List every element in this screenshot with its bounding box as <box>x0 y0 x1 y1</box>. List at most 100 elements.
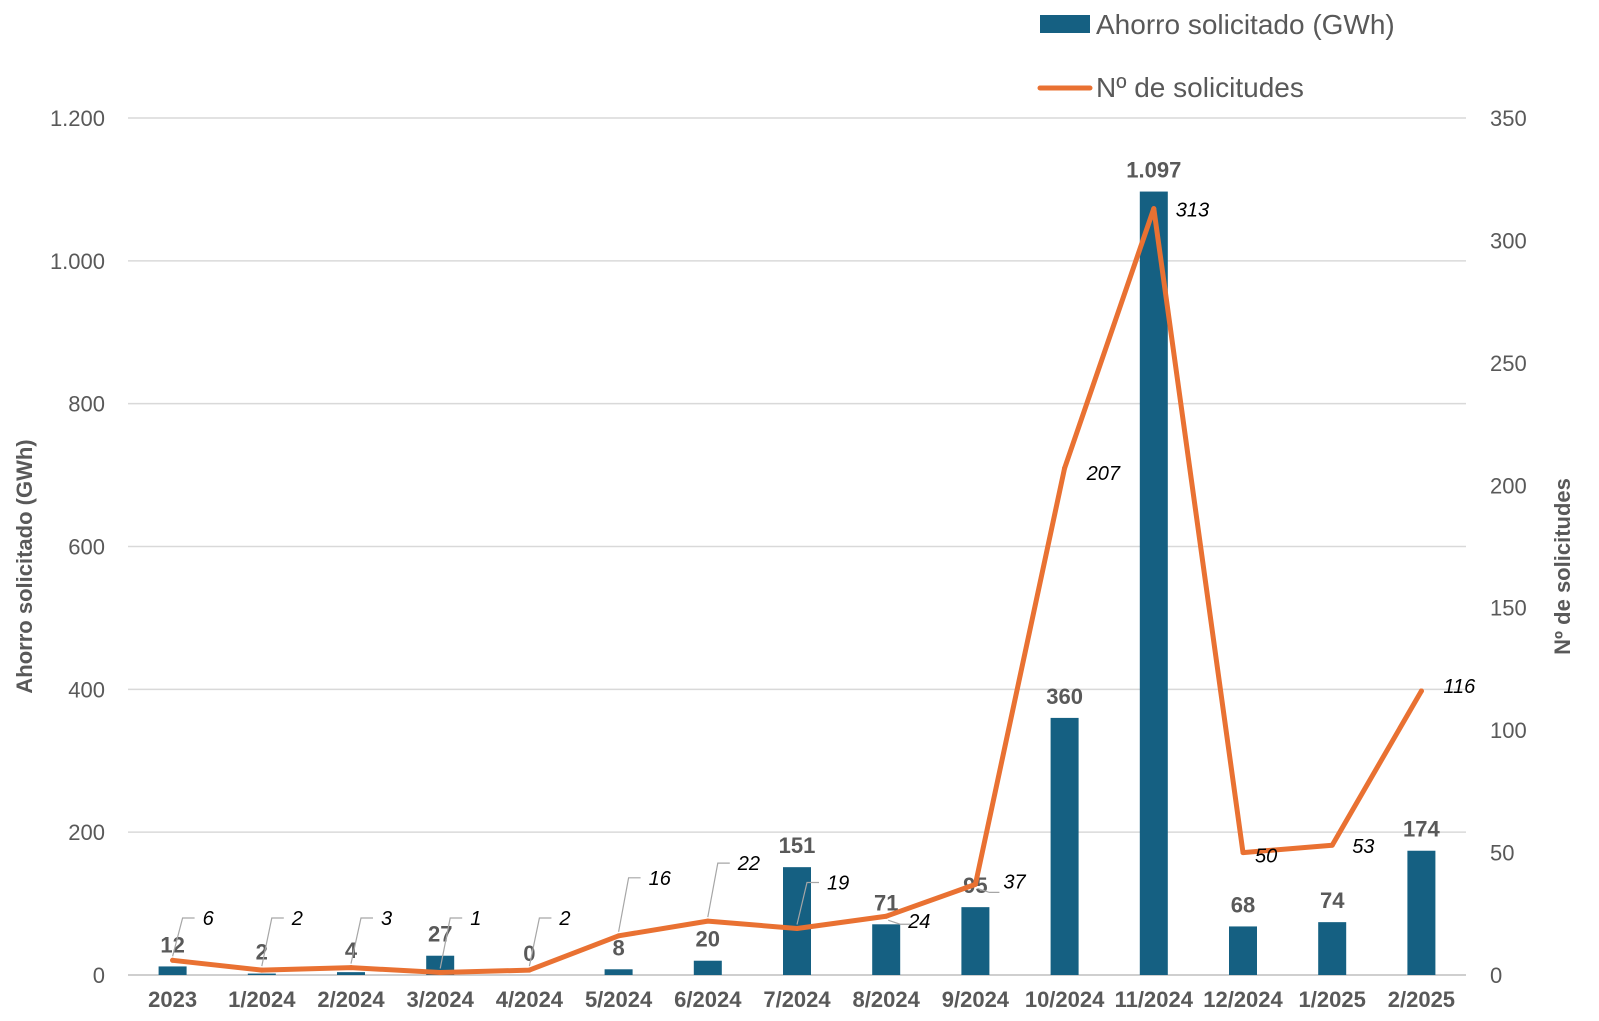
bar <box>247 973 276 975</box>
line-data-label: 53 <box>1352 836 1374 858</box>
bar <box>1050 717 1079 975</box>
leader-line <box>261 917 284 967</box>
bar <box>604 969 633 975</box>
line-point <box>437 970 443 976</box>
line-point <box>526 967 532 973</box>
bar <box>961 907 990 975</box>
y-right-tick-label: 350 <box>1490 106 1527 131</box>
bar <box>337 972 365 975</box>
y-left-tick-label: 0 <box>93 963 105 988</box>
line-data-label: 2 <box>558 908 570 930</box>
line-point <box>1240 850 1246 856</box>
bar-data-label: 360 <box>1046 684 1083 709</box>
line-data-label: 3 <box>381 908 392 930</box>
line-data-label: 2 <box>291 908 303 930</box>
bar <box>1139 191 1168 975</box>
bar-data-label: 0 <box>523 941 535 966</box>
bar <box>1407 850 1436 975</box>
bar <box>158 966 187 975</box>
y-right-tick-label: 300 <box>1490 228 1527 253</box>
line-data-label: 19 <box>827 872 849 894</box>
y-right-tick-label: 200 <box>1490 473 1527 498</box>
line-point <box>1062 465 1068 471</box>
y-left-tick-label: 400 <box>68 677 105 702</box>
x-category-label: 4/2024 <box>496 987 564 1012</box>
line-point <box>1418 688 1424 694</box>
bar-data-label: 8 <box>612 935 624 960</box>
x-category-label: 6/2024 <box>674 987 742 1012</box>
line-data-label: 6 <box>203 908 215 930</box>
line-data-label: 313 <box>1176 200 1209 222</box>
leader-line <box>796 881 819 925</box>
x-category-label: 5/2024 <box>585 987 653 1012</box>
y-right-tick-label: 150 <box>1490 596 1527 621</box>
legend-swatch-bar <box>1040 15 1090 33</box>
leader-line <box>707 862 730 918</box>
x-category-label: 2023 <box>148 987 197 1012</box>
leader-line <box>350 917 373 964</box>
y-left-tick-label: 200 <box>68 820 105 845</box>
line-data-label: 50 <box>1255 846 1277 868</box>
line-point <box>616 933 622 939</box>
y-right-axis-title: Nº de solicitudes <box>1550 478 1575 655</box>
y-right-tick-label: 100 <box>1490 718 1527 743</box>
line-data-label: 116 <box>1443 676 1476 698</box>
bar-data-label: 2 <box>256 940 268 965</box>
legend-label: Nº de solicitudes <box>1096 72 1304 103</box>
line-point <box>972 881 978 887</box>
x-category-label: 2/2024 <box>317 987 385 1012</box>
line-point <box>348 965 354 971</box>
leader-line <box>172 917 195 957</box>
line-point <box>1329 842 1335 848</box>
leader-line <box>977 887 1000 894</box>
leader-line <box>528 917 552 967</box>
leader-line <box>439 917 463 969</box>
bar <box>1229 926 1257 975</box>
x-category-label: 2/2025 <box>1388 987 1455 1012</box>
y-right-tick-label: 250 <box>1490 351 1527 376</box>
line-point <box>794 925 800 931</box>
line-data-label: 22 <box>737 853 760 875</box>
line-data-label: 16 <box>649 868 672 890</box>
y-left-axis-title: Ahorro solicitado (GWh) <box>12 439 37 693</box>
y-left-tick-label: 1.000 <box>50 249 105 274</box>
y-left-tick-label: 1.200 <box>50 106 105 131</box>
line-point <box>259 967 265 973</box>
x-category-label: 1/2025 <box>1299 987 1366 1012</box>
bar-data-label: 68 <box>1231 892 1255 917</box>
bar-data-label: 151 <box>779 833 816 858</box>
x-category-label: 11/2024 <box>1115 987 1194 1012</box>
x-category-label: 8/2024 <box>853 987 921 1012</box>
legend-label: Ahorro solicitado (GWh) <box>1096 9 1395 40</box>
leader-line <box>888 919 911 925</box>
line-point <box>170 957 176 963</box>
y-left-tick-label: 800 <box>68 392 105 417</box>
line-point <box>883 913 889 919</box>
x-category-label: 3/2024 <box>407 987 475 1012</box>
leader-line <box>618 877 641 932</box>
bar-data-label: 20 <box>696 927 720 952</box>
line-point <box>705 918 711 924</box>
bar <box>1318 922 1347 975</box>
y-left-tick-label: 600 <box>68 535 105 560</box>
bar-data-label: 174 <box>1403 817 1440 842</box>
line-data-label: 24 <box>907 911 930 933</box>
line-data-label: 37 <box>1003 871 1026 893</box>
y-right-tick-label: 0 <box>1490 963 1502 988</box>
y-right-tick-label: 50 <box>1490 841 1514 866</box>
x-category-label: 7/2024 <box>763 987 831 1012</box>
line-point <box>1151 206 1157 212</box>
x-category-label: 1/2024 <box>228 987 296 1012</box>
bar-data-label: 1.097 <box>1126 158 1181 183</box>
bar <box>872 924 901 975</box>
x-category-label: 9/2024 <box>942 987 1010 1012</box>
x-category-label: 10/2024 <box>1025 987 1105 1012</box>
line-data-label: 207 <box>1086 463 1121 485</box>
x-category-label: 12/2024 <box>1203 987 1283 1012</box>
line-data-label: 1 <box>470 908 481 930</box>
bar <box>693 960 722 975</box>
bar-data-label: 12 <box>160 932 184 957</box>
bar-data-label: 74 <box>1320 888 1345 913</box>
